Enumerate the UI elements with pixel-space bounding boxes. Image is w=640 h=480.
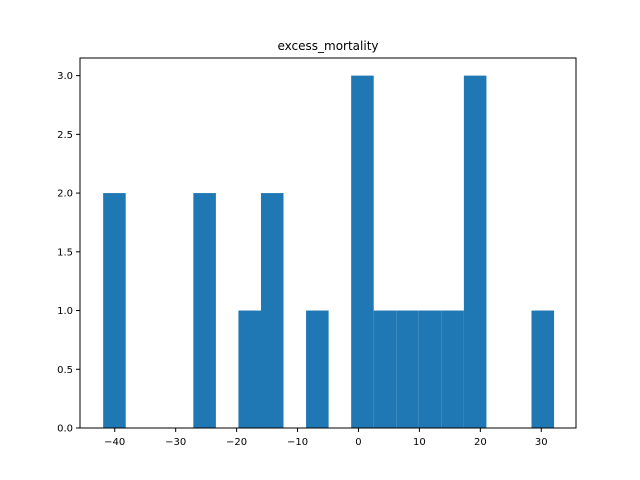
histogram-bar-14 <box>418 310 442 428</box>
histogram-bar-15 <box>441 310 464 428</box>
y-axis: 0.0 0.5 1.0 1.5 2.0 2.5 3.0 <box>57 71 80 435</box>
y-tick-label-0: 0.0 <box>57 424 73 435</box>
x-axis: −40 −30 −20 −10 0 10 20 30 <box>104 428 548 448</box>
histogram-bar-11 <box>351 75 374 429</box>
y-tick-label-1: 0.5 <box>57 365 73 376</box>
plot-frame <box>79 57 577 429</box>
y-tick-label-6: 3.0 <box>57 71 73 82</box>
histogram-bar-16 <box>463 75 487 429</box>
histogram-bar-4 <box>193 193 216 428</box>
x-tick-label-0: −40 <box>104 437 125 448</box>
histogram-bar-0 <box>103 193 126 428</box>
x-tick-label-7: 30 <box>535 437 548 448</box>
histogram-bar-9 <box>306 310 329 428</box>
x-tick-label-5: 10 <box>413 437 426 448</box>
histogram-bar-13 <box>396 310 419 428</box>
histogram-bar-12 <box>373 310 397 428</box>
histogram-bar-19 <box>531 310 555 428</box>
histogram-bar-7 <box>260 193 284 428</box>
x-tick-label-1: −30 <box>165 437 186 448</box>
bars-group <box>103 75 555 429</box>
chart-title: excess_mortality <box>277 39 378 53</box>
y-tick-label-5: 2.5 <box>57 130 73 141</box>
y-tick-label-3: 1.5 <box>57 247 73 258</box>
x-tick-label-3: −10 <box>287 437 308 448</box>
x-tick-label-6: 20 <box>474 437 487 448</box>
x-tick-label-2: −20 <box>226 437 247 448</box>
histogram-bar-6 <box>238 310 261 428</box>
y-tick-label-2: 1.0 <box>57 306 73 317</box>
y-tick-label-4: 2.0 <box>57 189 73 200</box>
x-tick-label-4: 0 <box>355 437 361 448</box>
